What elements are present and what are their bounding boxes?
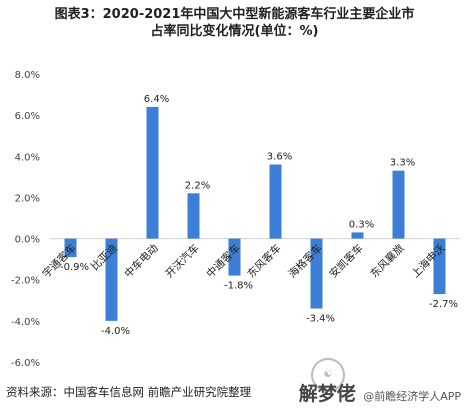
data-label: 3.3% xyxy=(390,158,415,169)
bar xyxy=(433,238,446,295)
watermark: 解梦佬 @前瞻经济学人APP xyxy=(299,379,461,406)
watermark-logo-icon: ☯ xyxy=(311,358,345,392)
chart-title-line1: 图表3：2020-2021年中国大中型新能源客车行业主要企业市 xyxy=(54,7,415,22)
bar xyxy=(146,106,159,239)
bar xyxy=(228,238,241,276)
bar xyxy=(392,170,405,239)
bar xyxy=(64,238,77,258)
x-tick-label: 宇通客车 xyxy=(40,242,79,281)
data-label: 2.2% xyxy=(185,180,210,191)
y-tick-label: 2.0% xyxy=(15,193,40,204)
bar xyxy=(351,232,364,239)
data-label: -1.8% xyxy=(224,281,253,292)
data-label: 6.4% xyxy=(144,94,169,105)
x-tick-label: 中车电动 xyxy=(122,242,161,281)
y-tick-label: 4.0% xyxy=(15,152,40,163)
x-tick-label: 开沃汽车 xyxy=(163,242,202,281)
source-note: 资料来源：中国客车信息网 前瞻产业研究院整理 xyxy=(6,385,252,399)
data-label: -3.4% xyxy=(306,314,335,325)
chart-title-line2: 占率同比变化情况(单位：%) xyxy=(150,24,319,39)
bar xyxy=(269,164,282,239)
data-label: -2.7% xyxy=(429,299,458,310)
bar xyxy=(187,193,200,239)
bar xyxy=(310,238,323,309)
y-tick-label: -2.0% xyxy=(11,276,40,287)
data-label: 3.6% xyxy=(267,152,292,163)
x-tick-label: 东风客车 xyxy=(245,242,284,281)
data-label: -4.0% xyxy=(101,326,130,337)
data-label: -0.9% xyxy=(60,262,89,273)
data-label: 0.3% xyxy=(349,219,374,230)
y-tick-label: 0.0% xyxy=(15,235,40,246)
y-tick-label: -4.0% xyxy=(11,317,40,328)
x-tick-label: 安凯客车 xyxy=(327,242,366,281)
y-tick-label: 8.0% xyxy=(15,70,40,81)
watermark-sub: @前瞻经济学人APP xyxy=(363,390,461,403)
watermark-brand: 解梦佬 xyxy=(298,383,356,405)
chart-title: 图表3：2020-2021年中国大中型新能源客车行业主要企业市 占率同比变化情况… xyxy=(0,6,469,40)
y-tick-label: 6.0% xyxy=(15,111,40,122)
bar xyxy=(105,238,118,321)
x-tick-label: 东风襄旅 xyxy=(368,241,407,280)
y-tick-label: -6.0% xyxy=(11,358,40,369)
